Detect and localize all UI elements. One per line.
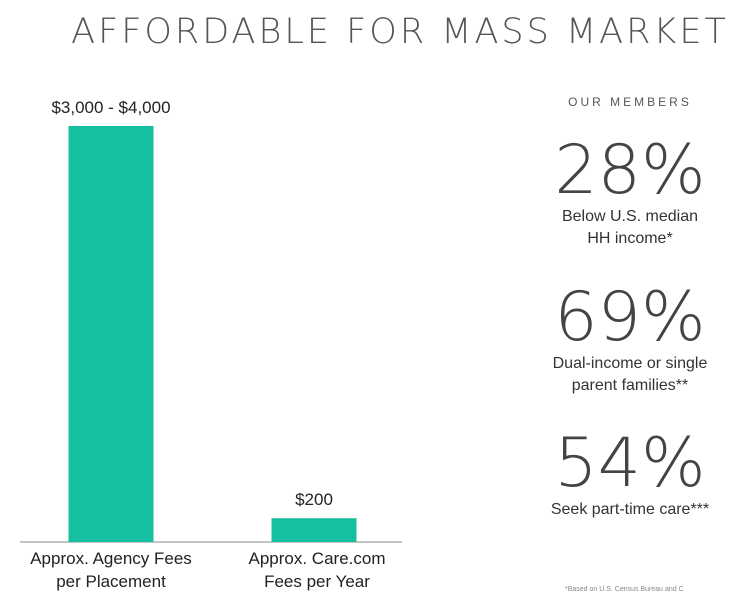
stat-dual-income: 69% Dual-income or single parent familie… bbox=[515, 283, 745, 397]
category-label-agency: Approx. Agency Fees per Placement bbox=[30, 549, 192, 591]
stat-value: 28% bbox=[554, 131, 706, 210]
bar-data-label-1: $200 bbox=[295, 490, 333, 509]
stat-value: 69% bbox=[554, 278, 706, 357]
bar-data-label-0: $3,000 - $4,000 bbox=[51, 98, 170, 117]
stat-part-time: 54% Seek part-time care*** bbox=[515, 429, 745, 521]
bar-chart: $3,000 - $4,000 $200 bbox=[20, 98, 402, 543]
stat-description: Seek part-time care*** bbox=[550, 501, 710, 518]
category-label-carecom: Approx. Care.com Fees per Year bbox=[248, 549, 386, 591]
bar-1 bbox=[271, 518, 357, 542]
bar-0 bbox=[68, 126, 154, 542]
stat-description: Below U.S. median HH income* bbox=[561, 208, 699, 247]
stat-description: Dual-income or single parent families** bbox=[552, 355, 708, 394]
stat-value: 54% bbox=[554, 424, 706, 503]
footnote: *Based on U.S. Census Bureau and C bbox=[565, 586, 684, 593]
page-title: AFFORDABLE FOR MASS MARKET bbox=[71, 12, 729, 52]
stat-below-median: 28% Below U.S. median HH income* bbox=[515, 136, 745, 250]
members-heading: OUR MEMBERS bbox=[568, 95, 692, 109]
